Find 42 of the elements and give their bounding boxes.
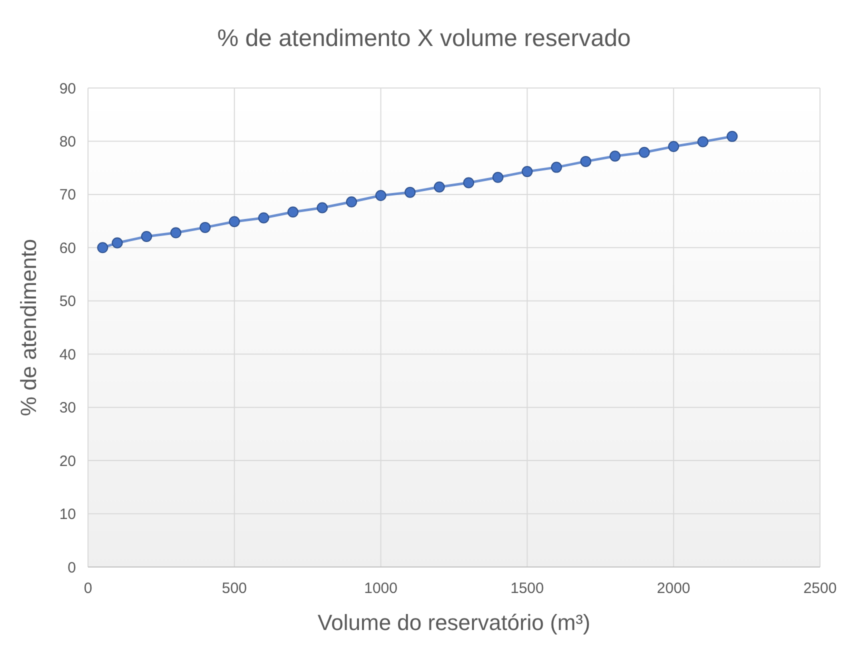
point [550,162,562,173]
point [668,141,680,152]
point [112,237,123,248]
point [228,216,240,228]
point [258,212,270,224]
point [463,177,474,188]
point [726,130,738,142]
point [522,166,533,178]
point [316,202,328,214]
x-tick-label: 0 [84,580,92,597]
x-tick-label: 2500 [803,580,837,597]
y-tick-label: 20 [59,452,76,470]
point [434,181,445,192]
y-tick-label: 70 [59,186,76,204]
point [170,227,182,238]
y-tick-label: 10 [59,506,76,524]
y-tick-label: 50 [59,293,76,310]
point [580,156,592,167]
point [638,146,650,158]
y-tick-label: 90 [59,80,76,98]
point [610,150,621,162]
point [200,222,211,233]
point [97,242,108,254]
y-tick-label: 60 [59,240,76,257]
x-tick-label: 1500 [510,580,544,597]
y-axis-title: % de atendimento [16,238,41,416]
x-tick-label: 1000 [364,580,398,597]
point [492,172,504,183]
point [346,196,358,208]
x-axis-title: Volume do reservatório (m³) [318,610,590,635]
point [697,136,708,148]
point [404,186,416,198]
point [141,230,152,242]
point [287,206,298,218]
chart-title: % de atendimento X volume reservado [217,25,631,52]
point [375,190,386,202]
y-tick-label: 30 [59,400,76,417]
y-tick-label: 40 [59,346,76,364]
x-tick-label: 500 [222,580,247,597]
y-tick-label: 0 [68,559,76,576]
x-tick-label: 2000 [656,580,690,597]
y-tick-label: 80 [59,133,76,150]
